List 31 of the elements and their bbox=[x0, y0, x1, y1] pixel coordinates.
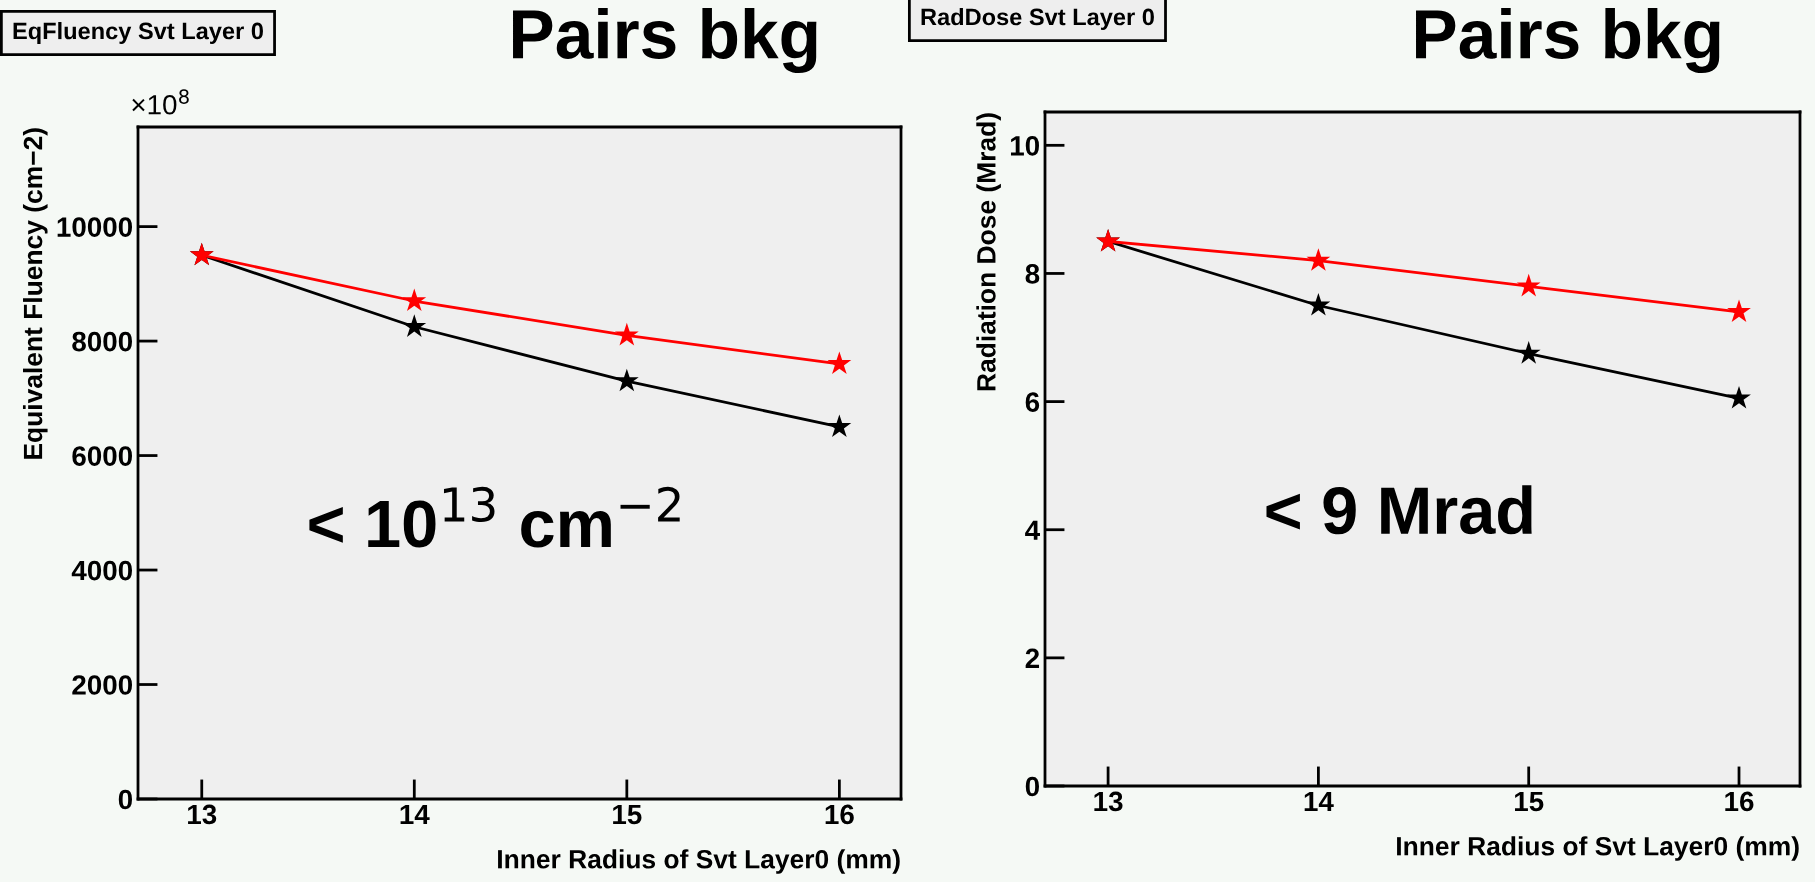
y-tick-label: 2 bbox=[1025, 648, 1040, 668]
y-tick-label: 8000 bbox=[72, 331, 133, 352]
x-tick-label: 14 bbox=[1304, 791, 1334, 811]
y-tick-label: 2000 bbox=[72, 675, 133, 695]
x-tick-label: 16 bbox=[1725, 791, 1754, 812]
x-axis-title: Inner Radius of Svt Layer0 (mm) bbox=[1397, 836, 1799, 861]
x-tick-label: 15 bbox=[1515, 791, 1544, 812]
y-axis-title: Equivalent Fluency (cm−2) bbox=[22, 128, 48, 459]
x-axis-title: Inner Radius of Svt Layer0 (mm) bbox=[498, 849, 900, 874]
y-tick-label: 6 bbox=[1025, 392, 1040, 412]
x-tick-label: 13 bbox=[1094, 791, 1123, 812]
x-tick-label: 16 bbox=[825, 804, 854, 825]
y-tick-label: 10000 bbox=[57, 217, 133, 237]
y-tick-label: 6000 bbox=[72, 446, 133, 466]
y-tick-label: 4 bbox=[1025, 520, 1040, 540]
annotation: < 9 Mrad bbox=[1266, 485, 1532, 535]
annotation: < 10$^{13}$ cm$^{−2}$ bbox=[309, 486, 680, 548]
chart-subtitle: Pairs bkg bbox=[513, 8, 817, 74]
chart-subtitle: Pairs bkg bbox=[1416, 8, 1720, 74]
y-axis-title: Radiation Dose (Mrad) bbox=[976, 113, 1001, 391]
chart-title: EqFluency Svt Layer 0 bbox=[13, 22, 263, 45]
x-tick-label: 13 bbox=[188, 804, 217, 825]
x-tick-label: 14 bbox=[400, 804, 430, 824]
y-tick-label: 4000 bbox=[71, 560, 133, 581]
y-tick-label: 10 bbox=[1010, 135, 1039, 156]
y-tick-label: 0 bbox=[118, 789, 132, 810]
x-tick-label: 15 bbox=[613, 804, 642, 825]
chart-title: RadDose Svt Layer 0 bbox=[921, 8, 1154, 31]
y-tick-label: 8 bbox=[1025, 264, 1040, 284]
text: ×10$^{8}$ bbox=[132, 89, 189, 115]
y-tick-label: 0 bbox=[1025, 776, 1039, 797]
